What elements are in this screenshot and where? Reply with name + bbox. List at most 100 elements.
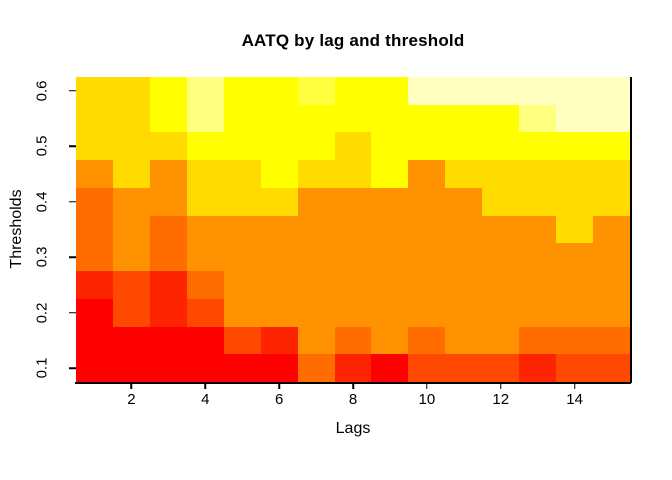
heatmap-cell <box>149 215 187 244</box>
heatmap-cell <box>223 160 261 188</box>
x-tick-mark <box>573 382 576 389</box>
heatmap-cell <box>334 160 372 188</box>
heatmap-cell <box>76 104 113 133</box>
heatmap-cell <box>297 326 335 355</box>
heatmap-cell <box>112 326 150 355</box>
heatmap-cell <box>149 354 187 382</box>
heatmap-cell <box>334 132 372 161</box>
heatmap-cell <box>260 271 298 299</box>
heatmap-cell <box>186 104 224 133</box>
heatmap-cell <box>445 243 483 272</box>
heatmap-cell <box>445 326 483 355</box>
heatmap-cell <box>482 160 520 188</box>
heatmap-cell <box>593 354 630 382</box>
heatmap-cell <box>112 160 150 188</box>
heatmap-cell <box>260 104 298 133</box>
heatmap-cell <box>371 326 409 355</box>
heatmap-cell <box>519 160 557 188</box>
heatmap-cell <box>482 243 520 272</box>
heatmap-cell <box>408 326 446 355</box>
heatmap-cell <box>186 160 224 188</box>
heatmap-cell <box>593 77 630 105</box>
heatmap-cell <box>76 326 113 355</box>
heatmap-cell <box>186 132 224 161</box>
heatmap-cell <box>556 160 594 188</box>
heatmap-cell <box>334 298 372 327</box>
heatmap-cell <box>297 77 335 105</box>
y-tick-label: 0.5 <box>33 135 51 157</box>
heatmap-cell <box>112 271 150 299</box>
heatmap-cell <box>112 243 150 272</box>
x-tick-label: 14 <box>566 391 583 408</box>
heatmap-cell <box>149 271 187 299</box>
heatmap-cell <box>482 354 520 382</box>
heatmap-cell <box>371 243 409 272</box>
heatmap-cell <box>112 77 150 105</box>
heatmap-cell <box>519 354 557 382</box>
x-tick-mark <box>204 382 207 389</box>
x-tick-mark <box>499 382 502 389</box>
heatmap-cell <box>334 187 372 216</box>
heatmap-cell <box>519 243 557 272</box>
heatmap-cell <box>260 187 298 216</box>
heatmap-cell <box>76 215 113 244</box>
y-tick-label: 0.1 <box>33 357 51 379</box>
heatmap-cell <box>519 104 557 133</box>
heatmap-cell <box>260 298 298 327</box>
y-axis-ticks <box>69 77 76 382</box>
heatmap-cell <box>297 187 335 216</box>
heatmap-cell <box>223 354 261 382</box>
heatmap-cell <box>297 271 335 299</box>
heatmap-cell <box>482 215 520 244</box>
x-tick-label: 8 <box>348 391 358 408</box>
heatmap-cell <box>408 271 446 299</box>
x-axis-ticks <box>76 382 630 389</box>
heatmap-cell <box>593 160 630 188</box>
heatmap-cell <box>593 104 630 133</box>
heatmap-cell <box>445 160 483 188</box>
heatmap-cell <box>371 215 409 244</box>
heatmap-cell <box>371 160 409 188</box>
heatmap-cell <box>186 243 224 272</box>
heatmap-cell <box>371 187 409 216</box>
heatmap-cell <box>408 160 446 188</box>
heatmap-cell <box>149 298 187 327</box>
heatmap-cell <box>76 298 113 327</box>
heatmap-cell <box>408 187 446 216</box>
heatmap-cell <box>260 354 298 382</box>
heatmap-cell <box>556 77 594 105</box>
heatmap-cell <box>593 271 630 299</box>
heatmap-cell <box>112 354 150 382</box>
heatmap-cell <box>408 354 446 382</box>
heatmap-cell <box>223 326 261 355</box>
heatmap-cell <box>593 298 630 327</box>
heatmap-cell <box>371 77 409 105</box>
heatmap-cell <box>334 243 372 272</box>
heatmap-cell <box>297 132 335 161</box>
y-tick-mark <box>69 145 76 148</box>
heatmap-cell <box>76 271 113 299</box>
x-tick-label: 12 <box>492 391 510 408</box>
y-tick-label: 0.4 <box>33 191 51 213</box>
heatmap-cell <box>334 215 372 244</box>
heatmap-cell <box>297 160 335 188</box>
heatmap-cell <box>260 326 298 355</box>
heatmap-cell <box>556 215 594 244</box>
heatmap-cell <box>76 187 113 216</box>
heatmap-cell <box>297 243 335 272</box>
heatmap-cell <box>593 132 630 161</box>
y-tick-label: 0.3 <box>33 246 51 268</box>
heatmap-cell <box>445 187 483 216</box>
y-axis-title: Thresholds <box>8 189 25 269</box>
x-axis-title: Lags <box>335 420 371 437</box>
heatmap-cell <box>371 271 409 299</box>
heatmap-cell <box>223 298 261 327</box>
heatmap-cell <box>482 271 520 299</box>
heatmap-cell <box>556 132 594 161</box>
heatmap-cell <box>76 132 113 161</box>
heatmap-cell <box>149 243 187 272</box>
x-tick-mark <box>426 382 428 389</box>
x-tick-label: 4 <box>201 391 210 408</box>
heatmap-cell <box>482 104 520 133</box>
